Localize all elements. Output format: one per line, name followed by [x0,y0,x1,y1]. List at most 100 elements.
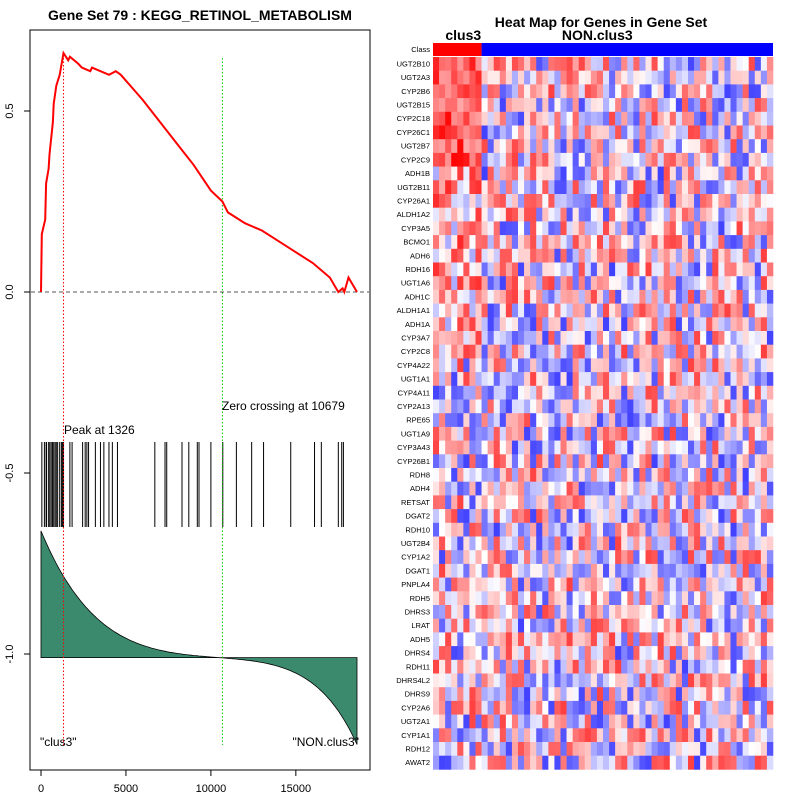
heatmap-cell [433,413,440,428]
heatmap-cell [505,700,513,715]
heatmap-cell [748,166,756,181]
heatmap-cell [688,235,695,250]
heatmap-cell [475,687,482,702]
heatmap-cell [754,57,762,71]
heatmap-cell [463,276,470,291]
heatmap-cell [572,481,580,496]
heatmap-cell [712,728,719,743]
heatmap-cell [487,111,495,126]
heatmap-cell [700,563,707,578]
heatmap-cell [651,632,658,647]
heatmap-cell [766,509,774,524]
heatmap-cell [524,166,531,181]
heatmap-cell [445,385,452,400]
heatmap-cell [566,262,573,277]
heatmap-cell [760,399,768,414]
heatmap-cell [718,495,725,510]
gene-label: ADH1B [405,169,430,178]
heatmap-cell [700,495,707,510]
heatmap-cell [542,385,549,400]
heatmap-cell [566,344,573,359]
heatmap-cell [536,262,543,277]
heatmap-cell [748,385,756,400]
heatmap-cell [603,358,610,373]
heatmap-cell [578,605,586,619]
heatmap-cell [609,618,616,633]
heatmap-cell [469,57,476,71]
heatmap-cell [760,591,768,606]
heatmap-cell [499,522,507,537]
heatmap-cell [493,70,501,85]
heatmap-cell [439,331,446,345]
heatmap-cell [706,344,713,359]
heatmap-cell [766,207,774,222]
heatmap-cell [675,509,683,524]
heatmap-cell [596,331,604,345]
heatmap-cell [445,700,452,715]
heatmap-cell [530,98,537,113]
heatmap-cell [754,235,762,250]
heatmap-cell [706,194,713,208]
heatmap-cell [700,84,707,99]
heatmap-cell [627,591,634,606]
heatmap-cell [451,618,458,633]
heatmap-cell [542,413,549,428]
heatmap-cell [554,152,561,167]
heatmap-cell [645,536,652,551]
heatmap-cell [433,70,440,85]
heatmap-cell [706,632,713,647]
heatmap-cell [596,481,604,496]
heatmap-cell [615,331,622,345]
heatmap-cell [560,440,567,455]
heatmap-cell [518,276,525,291]
heatmap-cell [621,687,628,702]
heatmap-cell [578,522,586,537]
heatmap-cell [663,618,671,633]
heatmap-cell [675,481,683,496]
heatmap-cell [651,563,658,578]
heatmap-cell [700,372,707,387]
heatmap-cell [669,454,677,469]
heatmap-cell [754,454,762,469]
heatmap-cell [700,646,707,661]
heatmap-cell [536,509,543,524]
heatmap-cell [439,372,446,387]
heatmap-cell [548,687,555,702]
heatmap-cell [481,563,488,578]
heatmap-cell [712,180,719,195]
heatmap-cell [445,344,452,359]
heatmap-cell [730,289,737,304]
heatmap-cell [584,289,592,304]
heatmap-cell [694,522,701,537]
heatmap-cell [572,728,580,743]
heatmap-cell [657,399,665,414]
heatmap-cell [518,358,525,373]
heatmap-cell [688,646,695,661]
heatmap-cell [433,344,440,359]
heatmap-cell [639,166,646,181]
enrichment-curve [40,50,358,295]
heatmap-cell [524,550,531,565]
heatmap-cell [730,166,737,181]
heatmap-cell [669,221,677,236]
gene-label: RDH8 [410,471,430,480]
heatmap-cell [627,98,634,113]
heatmap-cell [651,111,658,126]
heatmap-cell [730,755,737,770]
heatmap-cell [718,522,725,537]
heatmap-cell [445,207,452,222]
heatmap-cell [669,440,677,455]
y-tick-label: 0.0 [4,284,16,299]
heatmap-cell [645,262,652,277]
heatmap-cell [615,522,622,537]
heatmap-cell [487,728,495,743]
heatmap-cell [675,57,683,71]
heatmap-cell [584,413,592,428]
class-row-label: Class [411,45,430,54]
heatmap-cell [736,399,743,414]
heatmap-cell [748,646,756,661]
heatmap-cell [694,755,701,770]
heatmap-cell [663,577,671,592]
heatmap-cell [615,563,622,578]
heatmap-cell [524,577,531,592]
